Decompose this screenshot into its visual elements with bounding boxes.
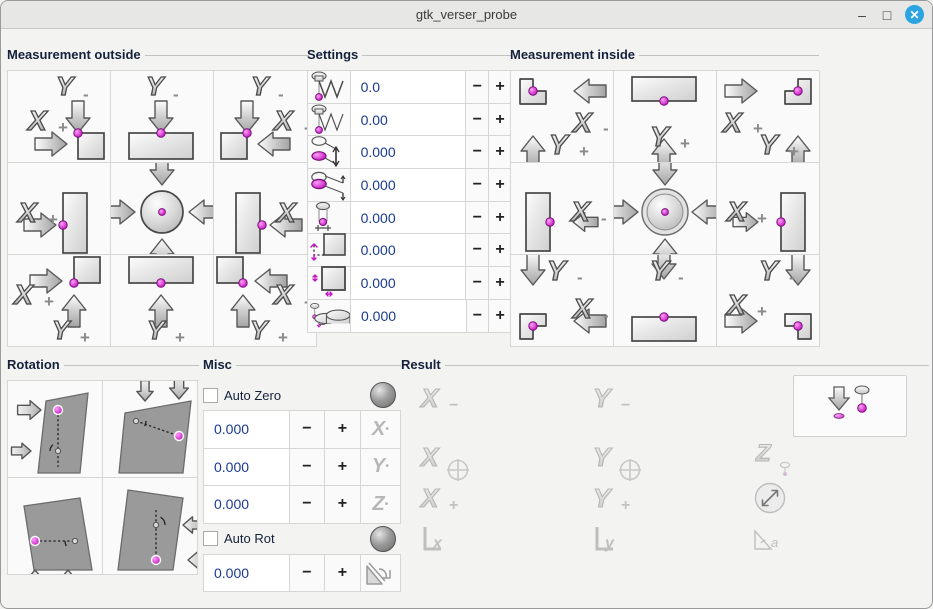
svg-text:x: x xyxy=(432,535,443,552)
svg-text:y: y xyxy=(604,535,615,552)
svg-text:a: a xyxy=(771,535,778,550)
